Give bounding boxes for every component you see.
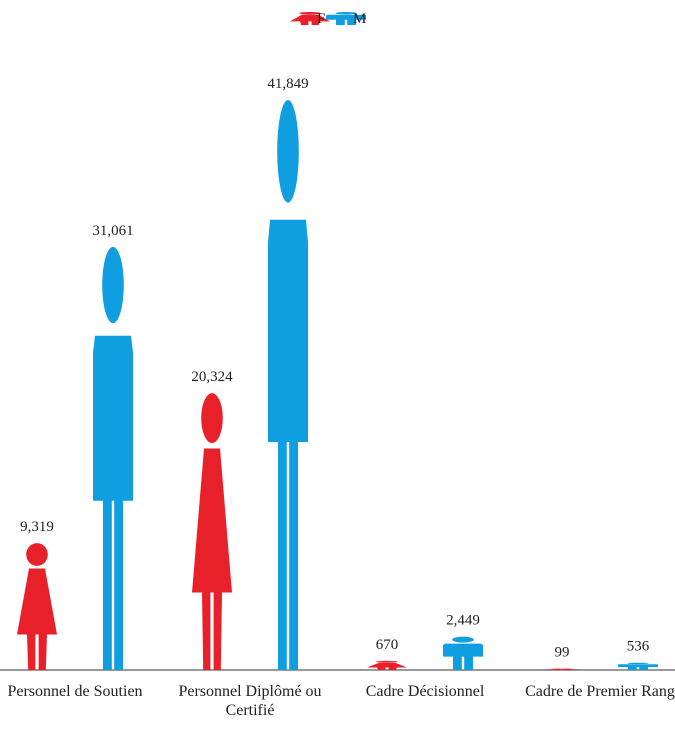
figure xyxy=(542,668,582,670)
legend-label: M xyxy=(353,11,366,27)
body xyxy=(290,14,330,25)
legend-icon xyxy=(326,12,366,25)
head xyxy=(627,662,649,665)
body xyxy=(542,668,582,670)
head xyxy=(452,636,474,643)
figure xyxy=(618,662,658,670)
category-label: Cadre de Premier Rang xyxy=(525,683,675,700)
value-label: 9,319 xyxy=(20,519,54,535)
body xyxy=(618,664,658,670)
figure xyxy=(192,393,232,670)
head xyxy=(335,12,357,15)
body xyxy=(93,335,133,670)
value-label: 41,849 xyxy=(267,76,308,92)
head xyxy=(26,543,48,566)
body xyxy=(192,448,232,670)
value-label: 20,324 xyxy=(191,369,233,385)
value-label: 536 xyxy=(627,639,650,655)
head xyxy=(376,660,398,663)
head xyxy=(102,246,124,324)
value-label: 99 xyxy=(555,645,570,661)
body xyxy=(17,568,57,670)
head xyxy=(277,100,299,203)
category-label: Cadre Décisionnel xyxy=(365,683,485,700)
figure xyxy=(93,246,133,670)
body xyxy=(268,219,308,670)
category-label: Personnel Diplômé ou Certifié xyxy=(178,683,322,719)
figure xyxy=(17,543,57,670)
legend-label: F xyxy=(317,11,325,27)
legend-icon xyxy=(290,12,330,25)
value-label: 31,061 xyxy=(92,223,133,239)
category-label: Personnel de Soutien xyxy=(7,683,143,700)
figure xyxy=(367,660,407,670)
value-label: 670 xyxy=(376,637,399,653)
head xyxy=(299,12,321,15)
value-label: 2,449 xyxy=(446,613,480,629)
body xyxy=(443,643,483,670)
body xyxy=(326,14,366,25)
figure xyxy=(268,100,308,670)
body xyxy=(367,662,407,670)
head xyxy=(201,393,223,444)
figure xyxy=(443,636,483,670)
